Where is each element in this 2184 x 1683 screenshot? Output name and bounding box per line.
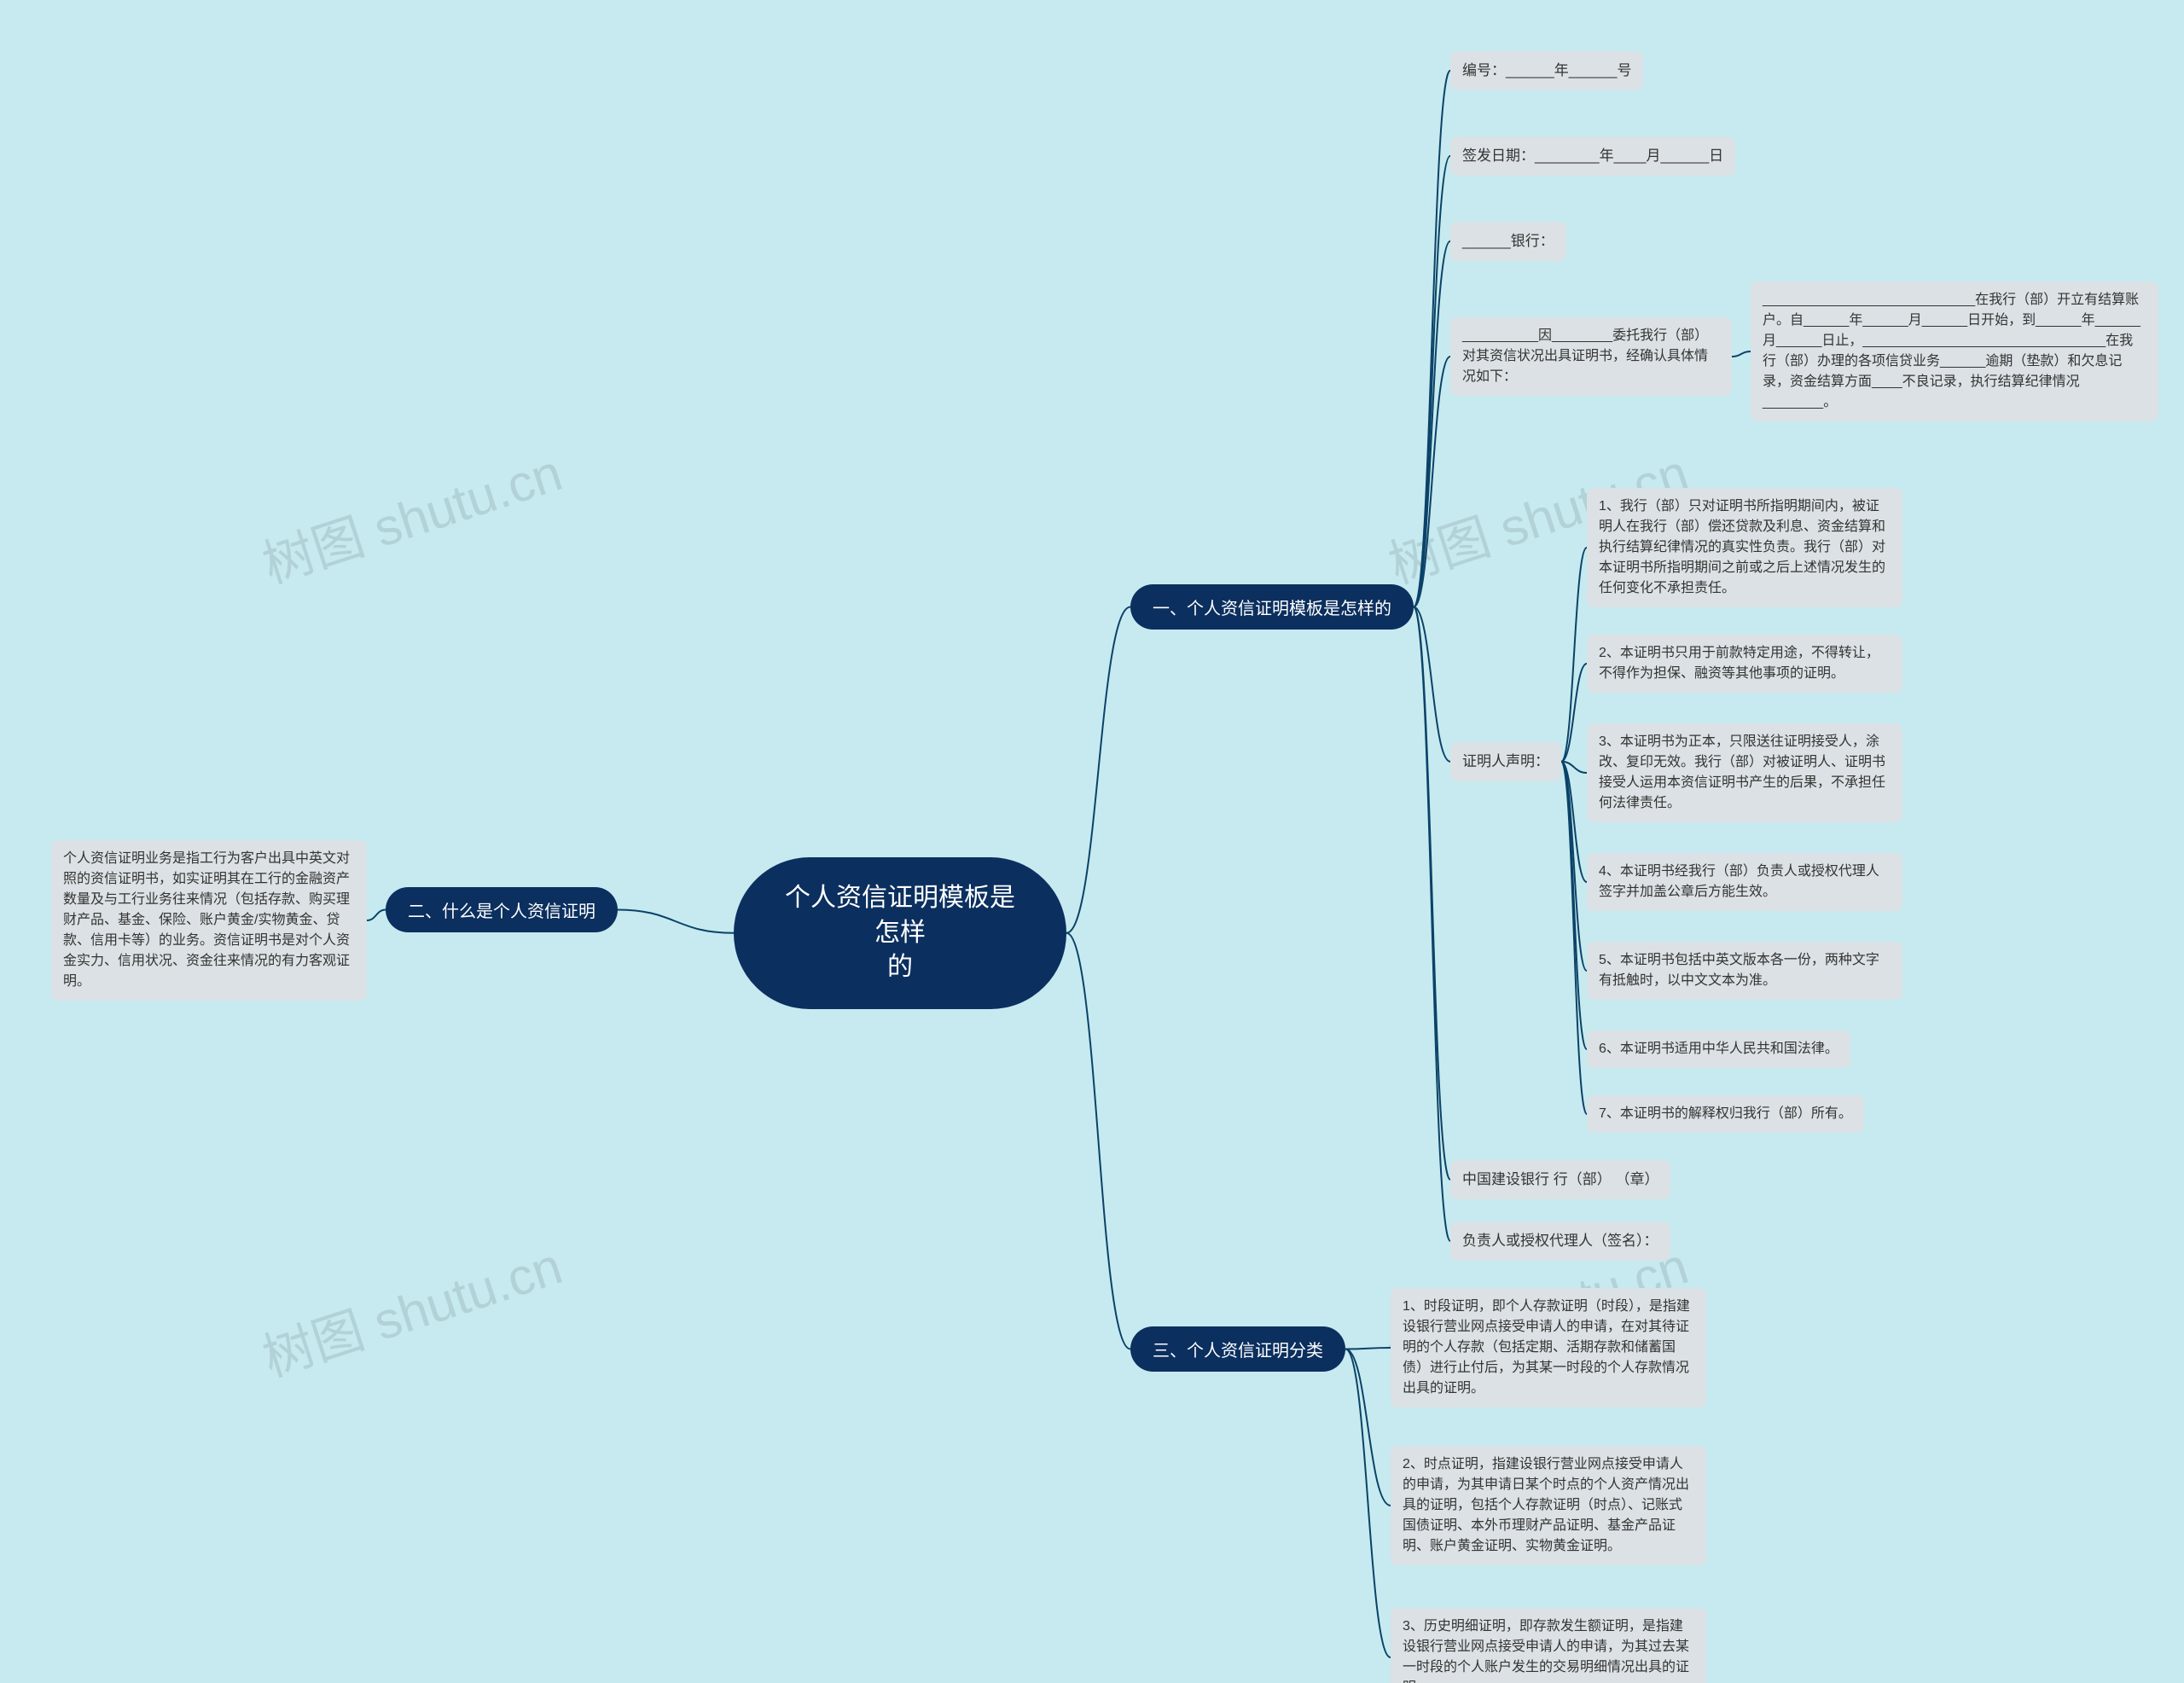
watermark: 树图 shutu.cn <box>252 1225 570 1391</box>
root-label: 个人资信证明模板是怎样的 <box>785 884 1015 981</box>
leaf-decl-3: 3、本证明书为正本，只限送往证明接受人，涂改、复印无效。我行（部）对被证明人、证… <box>1587 723 1902 822</box>
leaf-decl-6: 6、本证明书适用中华人民共和国法律。 <box>1587 1030 1850 1068</box>
leaf-date: 签发日期：________年____月______日 <box>1450 136 1735 176</box>
leaf-b2-desc: 个人资信证明业务是指工行为客户出具中英文对照的资信证明书，如实证明其在工行的金融… <box>51 840 367 1001</box>
watermark: 树图 shutu.cn <box>252 432 570 598</box>
leaf-declaration: 证明人声明： <box>1450 742 1561 781</box>
leaf-sign: 负责人或授权代理人（签名）： <box>1450 1222 1670 1261</box>
leaf-entrust-detail: ____________________________在我行（部）开立有结算账… <box>1751 281 2158 421</box>
leaf-bank: ______银行： <box>1450 222 1566 261</box>
leaf-b3-3: 3、历史明细证明，即存款发生额证明，是指建设银行营业网点接受申请人的申请，为其过… <box>1391 1608 1706 1683</box>
branch-1[interactable]: 一、个人资信证明模板是怎样的 <box>1130 584 1414 630</box>
leaf-ccb: 中国建设银行 行（部） （章） <box>1450 1160 1670 1199</box>
branch-2[interactable]: 二、什么是个人资信证明 <box>386 887 618 932</box>
leaf-decl-4: 4、本证明书经我行（部）负责人或授权代理人签字并加盖公章后方能生效。 <box>1587 853 1902 911</box>
leaf-entrust: __________因________委托我行（部）对其资信状况出具证明书，经确… <box>1450 317 1732 396</box>
leaf-decl-5: 5、本证明书包括中英文版本各一份，两种文字有抵触时，以中文文本为准。 <box>1587 942 1902 1000</box>
leaf-decl-2: 2、本证明书只用于前款特定用途，不得转让，不得作为担保、融资等其他事项的证明。 <box>1587 635 1902 693</box>
branch-3[interactable]: 三、个人资信证明分类 <box>1130 1326 1345 1372</box>
root-node[interactable]: 个人资信证明模板是怎样的 <box>734 857 1066 1009</box>
leaf-decl-7: 7、本证明书的解释权归我行（部）所有。 <box>1587 1095 1864 1133</box>
leaf-b3-2: 2、时点证明，指建设银行营业网点接受申请人的申请，为其申请日某个时点的个人资产情… <box>1391 1446 1706 1565</box>
leaf-decl-1: 1、我行（部）只对证明书所指明期间内，被证明人在我行（部）偿还贷款及利息、资金结… <box>1587 488 1902 607</box>
leaf-b3-1: 1、时段证明，即个人存款证明（时段），是指建设银行营业网点接受申请人的申请，在对… <box>1391 1288 1706 1407</box>
leaf-serial: 编号：______年______号 <box>1450 51 1643 90</box>
